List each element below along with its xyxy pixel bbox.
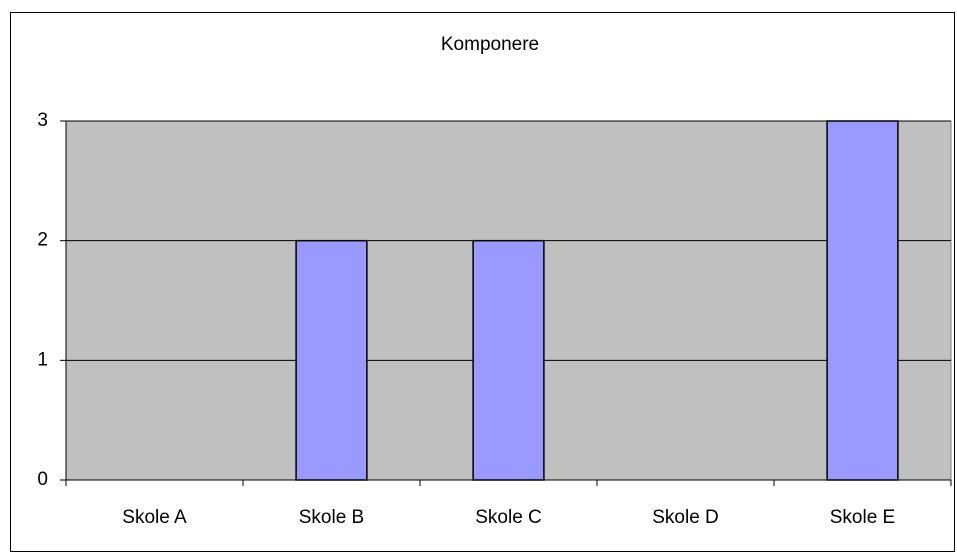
- y-tick-label: 0: [37, 469, 48, 490]
- chart-title: Komponere: [441, 34, 539, 55]
- y-tick-label: 1: [37, 349, 48, 370]
- x-tick-label: Skole E: [830, 507, 895, 528]
- bar: [826, 120, 899, 481]
- bar: [295, 239, 368, 481]
- x-tick-label: Skole C: [475, 507, 542, 528]
- y-tick-label: 3: [37, 110, 48, 131]
- bar: [472, 239, 545, 481]
- x-tick-label: Skole A: [122, 507, 187, 528]
- x-tick-label: Skole B: [299, 507, 364, 528]
- y-tick-label: 2: [37, 230, 48, 251]
- x-tick-label: Skole D: [652, 507, 719, 528]
